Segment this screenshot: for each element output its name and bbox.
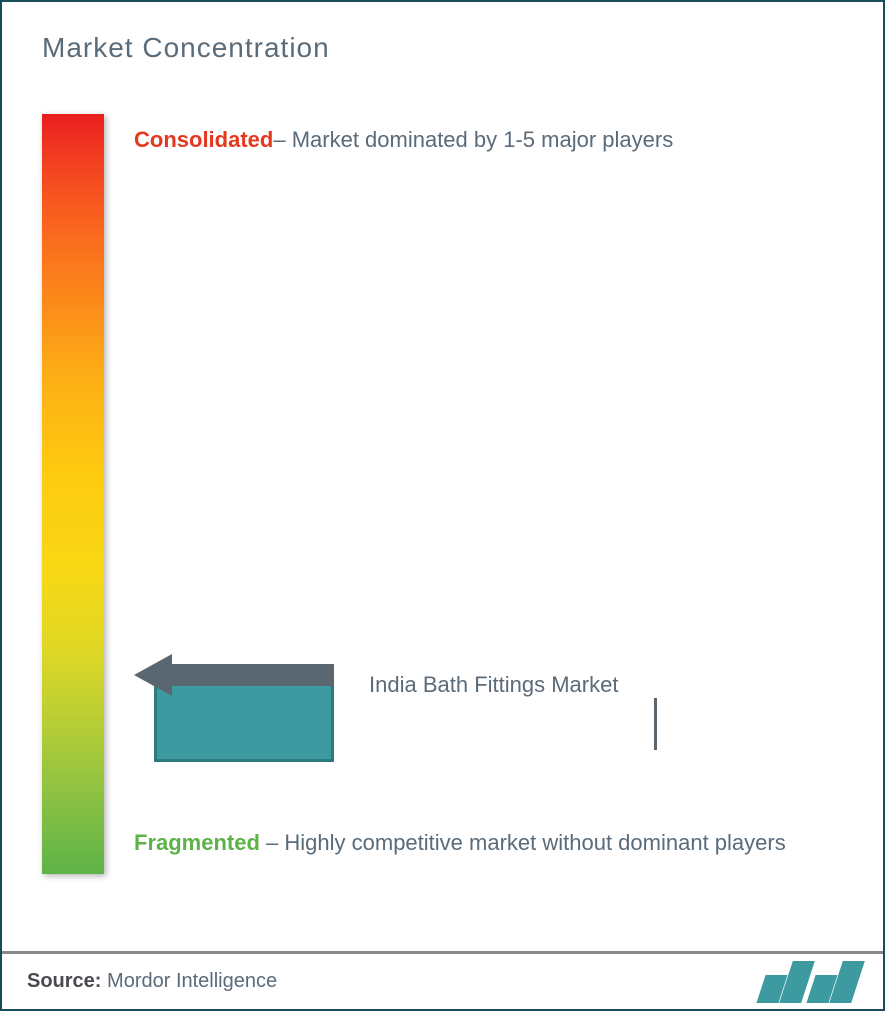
fragmented-description: – Highly competitive market without domi…	[260, 830, 786, 855]
mordor-logo-icon	[761, 961, 858, 1003]
market-position-marker	[134, 654, 334, 696]
footer: Source: Mordor Intelligence	[2, 951, 883, 1009]
market-name-label: India Bath Fittings Market	[369, 672, 618, 698]
infographic-container: Market Concentration Consolidated– Marke…	[0, 0, 885, 1011]
source-value: Mordor Intelligence	[107, 970, 277, 992]
source-label: Source:	[27, 970, 101, 992]
marker-arrow	[134, 654, 334, 696]
page-title: Market Concentration	[42, 32, 843, 64]
concentration-gradient-bar	[42, 114, 104, 874]
fragmented-highlight: Fragmented	[134, 830, 260, 855]
fragmented-label: Fragmented – Highly competitive market w…	[134, 822, 786, 864]
consolidated-highlight: Consolidated	[134, 127, 273, 152]
connector-line	[654, 698, 657, 750]
arrow-head-icon	[134, 654, 172, 696]
arrow-body	[170, 664, 334, 686]
consolidated-description: – Market dominated by 1-5 major players	[273, 127, 673, 152]
labels-area: Consolidated– Market dominated by 1-5 ma…	[134, 114, 843, 894]
consolidated-label: Consolidated– Market dominated by 1-5 ma…	[134, 119, 673, 161]
content-area: Consolidated– Market dominated by 1-5 ma…	[42, 114, 843, 894]
source-attribution: Source: Mordor Intelligence	[27, 970, 277, 993]
